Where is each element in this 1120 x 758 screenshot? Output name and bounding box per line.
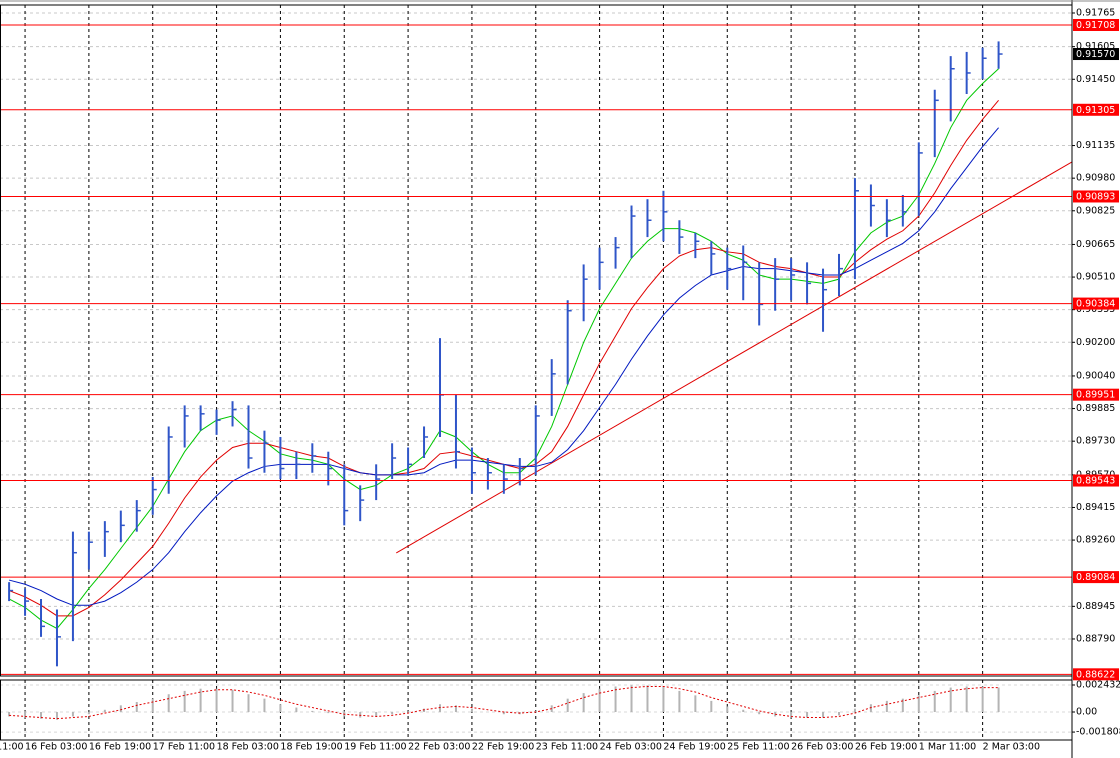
y-tick-label: 0.89415 bbox=[1076, 502, 1115, 513]
level-label: 0.89543 bbox=[1076, 476, 1115, 487]
y-tick-label: -0.001808 bbox=[1076, 727, 1120, 738]
y-tick-label: 0.90825 bbox=[1076, 205, 1115, 216]
x-tick-label: 16 Feb 03:00 bbox=[25, 742, 87, 753]
level-label-box bbox=[1073, 103, 1119, 116]
level-label: 0.91708 bbox=[1076, 20, 1115, 31]
y-tick-label: 0.00 bbox=[1076, 706, 1097, 717]
y-tick-label: 0.90665 bbox=[1076, 239, 1115, 250]
y-tick-label: 0.89730 bbox=[1076, 436, 1115, 447]
y-tick-label: 0.90355 bbox=[1076, 304, 1115, 315]
y-tick-label: 0.89885 bbox=[1076, 403, 1115, 414]
x-tick-label: 16 Feb 19:00 bbox=[89, 742, 151, 753]
indicator-panel bbox=[0, 680, 1072, 740]
x-tick-label: 24 Feb 03:00 bbox=[600, 742, 662, 753]
level-label-box bbox=[1073, 571, 1119, 584]
y-tick-label: 0.91450 bbox=[1076, 74, 1115, 85]
y-tick-label: 0.89260 bbox=[1076, 535, 1115, 546]
x-tick-label: 26 Feb 19:00 bbox=[855, 742, 917, 753]
x-tick-label: 18 Feb 19:00 bbox=[280, 742, 342, 753]
y-tick-label: 0.91135 bbox=[1076, 140, 1115, 151]
level-label-box bbox=[1073, 474, 1119, 487]
x-tick-label: 17 Feb 11:00 bbox=[153, 742, 215, 753]
x-tick-label: 25 Feb 11:00 bbox=[727, 742, 789, 753]
y-tick-label: 0.90510 bbox=[1076, 272, 1115, 283]
x-tick-label: 18 Feb 03:00 bbox=[217, 742, 279, 753]
x-tick-label: 19 Feb 11:00 bbox=[344, 742, 406, 753]
x-tick-label: 26 Feb 03:00 bbox=[791, 742, 853, 753]
level-label-box bbox=[1073, 668, 1119, 681]
y-tick-label: 0.91605 bbox=[1076, 41, 1115, 52]
last-price-box bbox=[1073, 48, 1119, 61]
y-tick-label: 0.88945 bbox=[1076, 601, 1115, 612]
level-label-box bbox=[1073, 18, 1119, 31]
signal-line bbox=[9, 685, 999, 720]
y-tick-label: 0.90200 bbox=[1076, 337, 1115, 348]
trendline bbox=[396, 161, 1072, 554]
level-label-box bbox=[1073, 190, 1119, 203]
y-tick-label: 0.90040 bbox=[1076, 370, 1115, 381]
x-tick-label: 1 Mar 11:00 bbox=[919, 742, 976, 753]
last-price-label: 0.91570 bbox=[1076, 49, 1115, 60]
x-tick-label: 24 Feb 19:00 bbox=[663, 742, 725, 753]
x-tick-label: 22 Feb 19:00 bbox=[472, 742, 534, 753]
level-label: 0.90893 bbox=[1076, 191, 1115, 202]
level-label: 0.89084 bbox=[1076, 572, 1115, 583]
level-label: 0.89951 bbox=[1076, 390, 1115, 401]
x-tick-label: 23 Feb 11:00 bbox=[536, 742, 598, 753]
level-label: 0.88622 bbox=[1076, 669, 1115, 680]
y-tick-label: 0.88790 bbox=[1076, 633, 1115, 644]
level-label-box bbox=[1073, 388, 1119, 401]
x-tick-label: 2 Mar 03:00 bbox=[983, 742, 1040, 753]
y-tick-label: 0.90980 bbox=[1076, 173, 1115, 184]
level-label: 0.91305 bbox=[1076, 105, 1115, 116]
y-tick-label: 0.002432 bbox=[1076, 679, 1120, 690]
y-tick-label: 0.91765 bbox=[1076, 7, 1115, 18]
x-tick-label: 15 Feb 11:00 bbox=[0, 742, 24, 753]
x-tick-label: 22 Feb 03:00 bbox=[408, 742, 470, 753]
level-label: 0.90384 bbox=[1076, 299, 1115, 310]
level-label-box bbox=[1073, 297, 1119, 310]
main-panel bbox=[0, 5, 1072, 676]
